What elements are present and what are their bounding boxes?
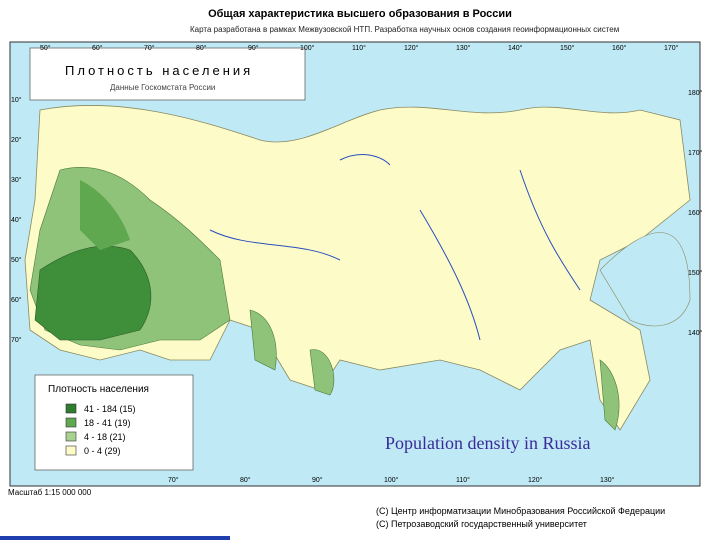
graticule-label: 140°: [688, 329, 703, 337]
box-subtitle: Данные Госкомстата России: [110, 83, 215, 92]
graticule-label: 40°: [11, 216, 22, 224]
graticule-label: 100°: [384, 476, 399, 484]
graticule-label: 110°: [456, 476, 470, 484]
graticule-label: 150°: [688, 269, 703, 277]
graticule-label: 150°: [560, 44, 575, 52]
graticule-label: 70°: [168, 476, 179, 484]
graticule-label: 70°: [11, 336, 22, 344]
graticule-label: 170°: [688, 149, 703, 157]
graticule-label: 140°: [508, 44, 523, 52]
graticule-label: 10°: [11, 96, 22, 104]
river: [209, 154, 581, 341]
box-title: Плотность населения: [65, 63, 253, 78]
region-high: [80, 180, 130, 250]
graticule-label: 130°: [456, 44, 471, 52]
graticule-label: 80°: [196, 44, 207, 52]
graticule-label: 90°: [312, 476, 323, 484]
bottom-bar: [0, 536, 230, 540]
legend-label: 4 - 18 (21): [84, 432, 126, 442]
graticule-label: 50°: [40, 44, 51, 52]
legend-swatch: [65, 403, 77, 414]
graticule-label: 120°: [404, 44, 419, 52]
graticule: 50° 60° 70° 80° 90° 100° 110° 120° 130° 140° 150° 1…: [11, 44, 703, 484]
land: [24, 105, 691, 431]
legend-label: 41 - 184 (15): [84, 404, 136, 414]
graticule-label: 80°: [240, 476, 251, 484]
graticule-label: 30°: [11, 176, 22, 184]
legend-box: [34, 374, 194, 471]
region-mid: [249, 309, 620, 431]
legend-swatch: [65, 417, 77, 428]
sea: [599, 232, 691, 327]
graticule-label: 60°: [11, 296, 22, 304]
graticule-label: 160°: [612, 44, 627, 52]
legend-title: Плотность населения: [48, 384, 149, 395]
caption: Population density in Russia: [385, 433, 591, 453]
legend: 41 - 184 (15) 18 - 41 (19) 4 - 18 (21) 0 - …: [65, 403, 136, 456]
legend-label: 18 - 41 (19): [84, 418, 131, 428]
graticule-label: 100°: [300, 44, 315, 52]
legend-swatch: [65, 431, 77, 442]
graticule-label: 130°: [600, 476, 615, 484]
credit: (С) Петрозаводский государственный униве…: [376, 519, 587, 529]
graticule-label: 110°: [352, 44, 366, 52]
graticule-label: 70°: [144, 44, 155, 52]
graticule-label: 120°: [528, 476, 543, 484]
title: Общая характеристика высшего образования…: [208, 8, 512, 20]
graticule-label: 20°: [11, 136, 22, 144]
region-high: [34, 245, 152, 341]
graticule-label: 160°: [688, 209, 703, 217]
graticule-label: 50°: [11, 256, 22, 264]
legend-label: 0 - 4 (29): [84, 446, 121, 456]
title-box: [29, 47, 306, 101]
credit: (С) Центр информатизации Минобразования …: [376, 506, 666, 516]
graticule-label: 90°: [248, 44, 259, 52]
graticule-label: 180°: [688, 89, 703, 97]
graticule-label: 60°: [92, 44, 103, 52]
scale: Масштаб 1:15 000 000: [8, 488, 92, 497]
legend-swatch: [65, 445, 77, 456]
subtitle: Карта разработана в рамках Межвузовской …: [190, 25, 620, 34]
graticule-label: 170°: [664, 44, 679, 52]
